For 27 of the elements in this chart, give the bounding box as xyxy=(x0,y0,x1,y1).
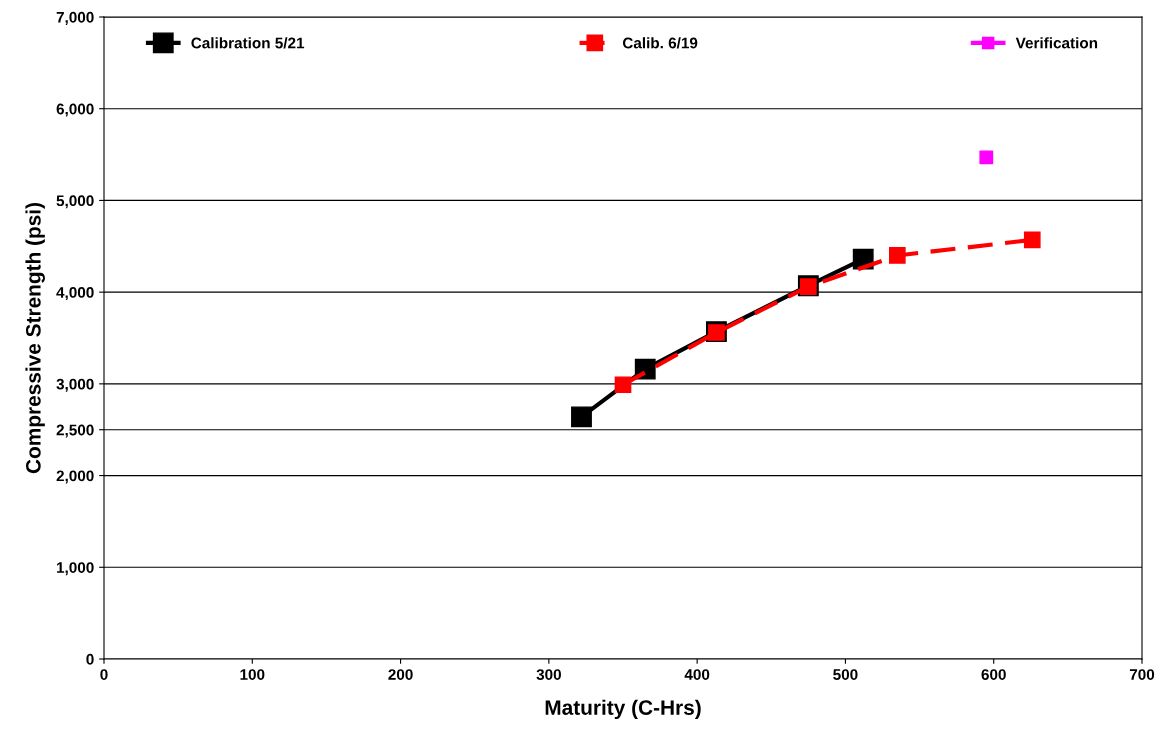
y-tick-label: 2,500 xyxy=(56,424,94,438)
x-tick-label: 600 xyxy=(981,669,1006,680)
legend-label: Calibration 5/21 xyxy=(191,37,305,49)
x-tick-label: 400 xyxy=(684,669,710,680)
x-tick-label: 100 xyxy=(240,669,265,680)
y-tick-label: 5,000 xyxy=(56,195,94,209)
x-tick-label: 200 xyxy=(388,669,413,680)
y-tick-label: 6,000 xyxy=(56,103,94,117)
y-tick-label: 0 xyxy=(86,653,94,665)
point xyxy=(888,247,906,264)
x-tick-label: 500 xyxy=(833,669,858,680)
point xyxy=(614,376,632,394)
y-axis-title: Compressive Strength (psi) xyxy=(25,203,45,474)
legend-label: Verification xyxy=(1015,37,1098,49)
point xyxy=(1023,231,1041,249)
x-tick-label: 700 xyxy=(1129,669,1155,680)
point xyxy=(979,150,994,165)
x-tick-label: 0 xyxy=(100,669,108,680)
y-tick-label: 4,000 xyxy=(56,287,94,301)
y-tick-label: 2,000 xyxy=(56,470,94,484)
x-axis-title: Maturity (C-Hrs) xyxy=(545,699,701,720)
x-tick-label: 300 xyxy=(536,669,561,680)
legend-label: Calib. 6/19 xyxy=(622,37,698,49)
y-tick-label: 7,000 xyxy=(56,11,94,25)
y-tick-label: 3,000 xyxy=(56,378,94,392)
point xyxy=(571,406,592,428)
y-tick-label: 1,000 xyxy=(57,562,94,576)
